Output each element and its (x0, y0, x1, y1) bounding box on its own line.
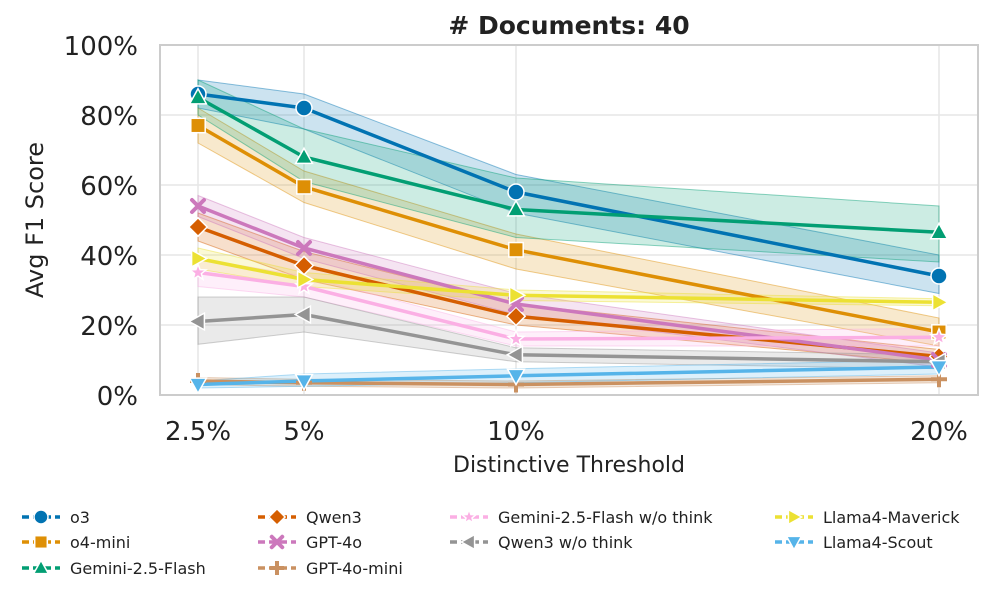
y-tick-labels: 0% 20% 40% 60% 80% 100% (64, 32, 138, 412)
point-gemini-2-5-flash-0 (188, 87, 208, 105)
legend-marker-o3 (33, 509, 49, 525)
legend-marker-qwen3 (267, 507, 287, 527)
point-llama4-scout-2 (506, 368, 526, 387)
legend-item-gemini-2-5-flash: Gemini-2.5-Flash (22, 558, 206, 578)
point-gemini-2-5-flash-3 (929, 221, 949, 240)
line-o3 (197, 92, 940, 278)
point-o4-mini-2 (508, 241, 524, 258)
point-qwen3-w-o-think-2 (505, 345, 524, 365)
y-tick-label-5: 100% (64, 32, 138, 62)
y-tick-label-0: 0% (97, 382, 138, 412)
y-axis-label: Avg F1 Score (21, 142, 49, 298)
point-o3-3 (930, 267, 948, 285)
y-tick-label-3: 60% (80, 172, 138, 202)
point-llama4-scout-0 (188, 377, 208, 395)
plot-frame (159, 44, 979, 396)
legend-marker-llama4-maverick (787, 508, 804, 526)
point-o3-1 (295, 99, 313, 117)
legend-label-o4-mini: o4-mini (70, 533, 130, 552)
legend-label-gemini-2-5-flash-w-o-think: Gemini-2.5-Flash w/o think (498, 508, 713, 527)
series-markers (187, 85, 950, 395)
line-llama4-maverick (197, 256, 940, 305)
legend-item-gpt-4o: GPT-4o (258, 533, 362, 552)
line-gemini-2-5-flash-w-o-think (197, 270, 940, 341)
point-gpt-4o-1 (296, 240, 312, 256)
point-llama4-maverick-3 (931, 292, 950, 312)
y-tick-label-1: 20% (80, 312, 138, 342)
line-gemini-2-5-flash (197, 95, 940, 235)
x-tick-labels: 2.5% 5% 10% 20% (165, 417, 968, 447)
band-gemini-2-5-flash (197, 79, 940, 263)
band-o4-mini (197, 107, 940, 347)
point-gemini-2-5-flash-1 (294, 146, 314, 165)
line-qwen3-w-o-think (197, 312, 940, 364)
legend-item-qwen3: Qwen3 (258, 507, 362, 527)
x-axis-label: Distinctive Threshold (453, 453, 685, 478)
point-qwen3-w-o-think-1 (293, 304, 312, 325)
point-llama4-maverick-0 (190, 248, 209, 269)
legend-label-qwen3: Qwen3 (306, 508, 362, 527)
point-qwen3-w-o-think-0 (187, 311, 206, 332)
point-llama4-scout-1 (294, 373, 314, 392)
x-tick-label-0: 2.5% (165, 417, 231, 447)
legend-label-llama4-scout: Llama4-Scout (823, 533, 933, 552)
legend-item-gpt-4o-mini: GPT-4o-mini (258, 559, 403, 578)
y-tick-label-4: 80% (80, 102, 138, 132)
legend-item-gemini-2-5-flash-w-o-think: Gemini-2.5-Flash w/o think (450, 507, 713, 527)
legend-item-qwen3-w-o-think: Qwen3 w/o think (450, 533, 633, 552)
chart-title: # Documents: 40 (448, 11, 689, 40)
legend-label-gpt-4o-mini: GPT-4o-mini (306, 559, 403, 578)
legend-label-qwen3-w-o-think: Qwen3 w/o think (498, 533, 633, 552)
line-gpt-4o (197, 204, 940, 362)
point-o4-mini-0 (190, 117, 206, 134)
legend-marker-gemini-2-5-flash (32, 558, 50, 575)
legend-item-o3: o3 (22, 508, 90, 527)
legend-item-o4-mini: o4-mini (22, 533, 130, 552)
legend-marker-qwen3-w-o-think (459, 533, 476, 551)
point-gemini-2-5-flash-w-o-think-3 (929, 326, 949, 346)
legend-marker-gpt-4o (269, 534, 285, 550)
legend-item-llama4-maverick: Llama4-Maverick (775, 508, 960, 527)
point-qwen3-2 (505, 306, 527, 327)
legend-marker-llama4-scout (785, 535, 803, 552)
point-gpt-4o-0 (190, 198, 206, 214)
x-tick-label-3: 20% (910, 417, 968, 447)
line-o4-mini (197, 123, 940, 334)
x-tick-label-1: 5% (283, 417, 324, 447)
point-llama4-scout-3 (929, 359, 949, 378)
legend-label-gpt-4o: GPT-4o (306, 533, 362, 552)
point-gemini-2-5-flash-w-o-think-0 (187, 261, 209, 281)
point-llama4-maverick-1 (296, 269, 315, 290)
point-o3-2 (507, 183, 525, 201)
series-lines (197, 92, 940, 387)
legend: o3 o4-mini Gemini-2.5-Flash Qwen3 GPT-4o GPT-… (22, 507, 960, 578)
point-gemini-2-5-flash-2 (506, 199, 526, 217)
legend-item-llama4-scout: Llama4-Scout (775, 533, 933, 552)
legend-marker-o4-mini (33, 534, 49, 550)
point-gemini-2-5-flash-w-o-think-2 (505, 328, 527, 348)
legend-marker-gpt-4o-mini (270, 561, 284, 575)
legend-marker-gemini-2-5-flash-w-o-think (460, 507, 478, 525)
legend-label-llama4-maverick: Llama4-Maverick (823, 508, 960, 527)
legend-label-gemini-2-5-flash: Gemini-2.5-Flash (70, 559, 206, 578)
point-llama4-maverick-2 (508, 285, 527, 305)
point-o4-mini-1 (296, 178, 312, 195)
y-tick-label-2: 40% (80, 242, 138, 272)
legend-label-o3: o3 (70, 508, 90, 527)
point-qwen3-0 (187, 216, 209, 238)
x-tick-label-2: 10% (487, 417, 545, 447)
line-llama4-scout (197, 365, 940, 387)
